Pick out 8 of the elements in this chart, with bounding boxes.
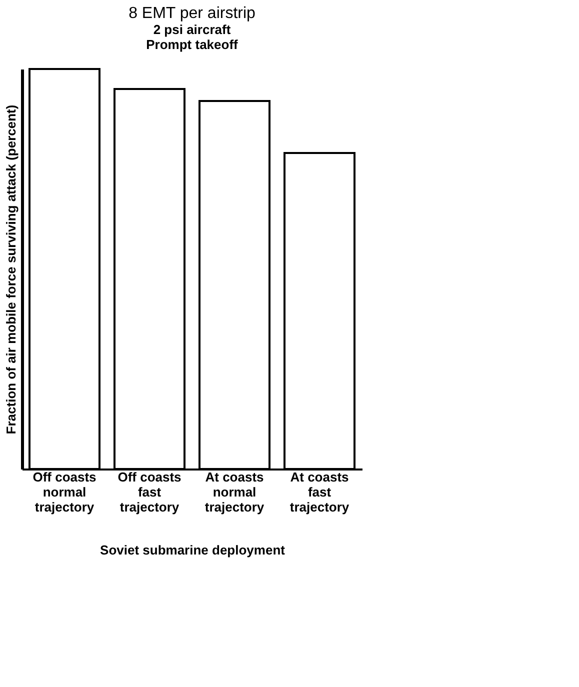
chart-subtitle: 2 psi aircraft Prompt takeoff (146, 22, 239, 52)
y-axis-title: Fraction of air mobile force surviving attack (percent) (4, 104, 18, 434)
x-tick-label: At coasts normal trajectory (204, 470, 265, 514)
x-tick-label: Off coasts fast trajectory (118, 470, 182, 514)
x-axis-title: Soviet submarine deployment (100, 542, 286, 558)
chart-title: 8 EMT per airstrip (128, 5, 256, 22)
x-tick-label: At coasts fast trajectory (290, 470, 350, 514)
x-tick-label: Off coasts normal trajectory (32, 470, 96, 514)
